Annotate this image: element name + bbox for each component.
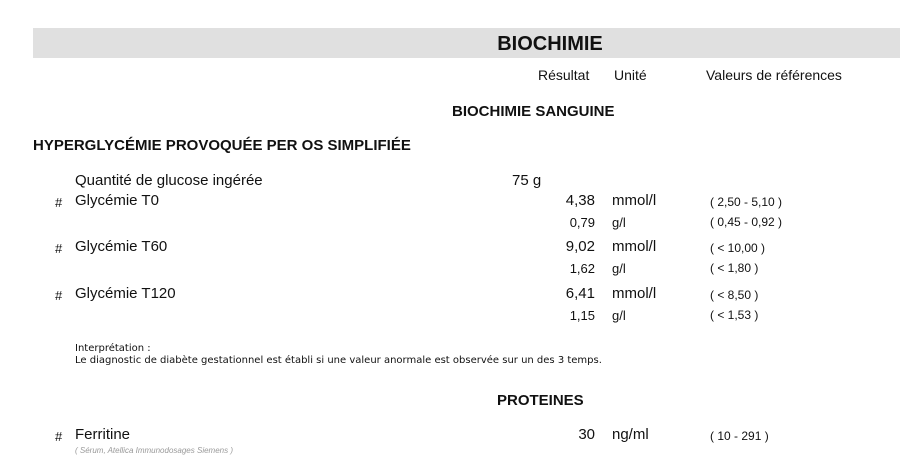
header-refs: Valeurs de références — [706, 67, 842, 83]
test-unit: mmol/l — [612, 238, 657, 255]
test-ref-gl: ( < 1,80 ) — [710, 261, 759, 275]
test-unit: mmol/l — [612, 285, 657, 302]
section-title: BIOCHIMIE SANGUINE — [452, 103, 615, 120]
interpretation-title: Interprétation : — [75, 343, 151, 354]
accredited-mark: # — [55, 288, 63, 303]
ferritine-unit: ng/ml — [612, 426, 649, 443]
test-unit-gl: g/l — [612, 261, 626, 276]
ferritine-label: Ferritine — [75, 426, 131, 443]
test-unit-gl: g/l — [612, 308, 626, 323]
accredited-mark: # — [55, 241, 63, 256]
accredited-mark: # — [55, 429, 63, 444]
test-ref: ( 2,50 - 5,10 ) — [710, 195, 783, 209]
glucose-value: 75 g — [512, 172, 542, 189]
section-header-band — [33, 28, 900, 58]
test-value-gl: 1,62 — [569, 261, 595, 276]
test-value: 6,41 — [565, 285, 595, 302]
header-unit: Unité — [614, 67, 647, 83]
test-ref-gl: ( 0,45 - 0,92 ) — [710, 215, 783, 229]
ferritine-note: ( Sérum, Atellica Immunodosages Siemens … — [75, 446, 233, 455]
proteins-title: PROTEINES — [497, 392, 584, 409]
page-title: BIOCHIMIE — [497, 33, 603, 55]
test-value-gl: 1,15 — [569, 308, 595, 323]
ferritine-ref: ( 10 - 291 ) — [710, 429, 769, 443]
glucose-label: Quantité de glucose ingérée — [75, 172, 263, 189]
test-unit-gl: g/l — [612, 215, 626, 230]
test-label: Glycémie T0 — [75, 192, 159, 209]
test-unit: mmol/l — [612, 192, 657, 209]
test-label: Glycémie T60 — [75, 238, 168, 255]
test-label: Glycémie T120 — [75, 285, 176, 302]
test-ref: ( < 10,00 ) — [710, 241, 766, 255]
ferritine-value: 30 — [578, 426, 595, 443]
test-ref-gl: ( < 1,53 ) — [710, 308, 759, 322]
test-value-gl: 0,79 — [569, 215, 595, 230]
test-ref: ( < 8,50 ) — [710, 288, 759, 302]
subsection-title: HYPERGLYCÉMIE PROVOQUÉE PER OS SIMPLIFIÉ… — [33, 137, 411, 154]
interpretation-text: Le diagnostic de diabète gestationnel es… — [75, 355, 602, 366]
header-result: Résultat — [538, 67, 590, 83]
test-value: 9,02 — [565, 238, 595, 255]
test-value: 4,38 — [565, 192, 595, 209]
accredited-mark: # — [55, 195, 63, 210]
